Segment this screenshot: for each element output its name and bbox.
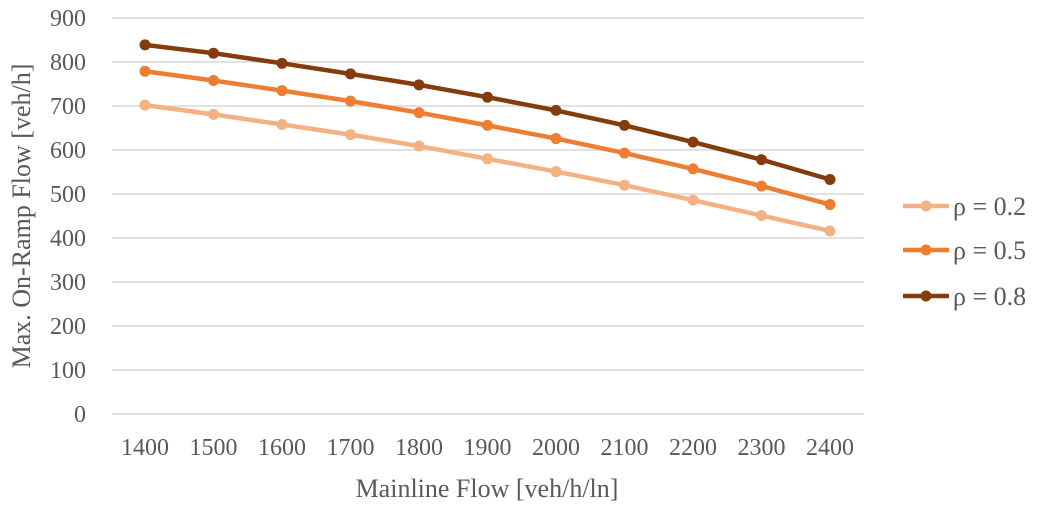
legend-item-3: ρ = 0.8 [903,282,1026,311]
legend-marker [920,244,932,256]
x-tick-label: 1900 [464,435,512,461]
data-point [413,79,425,91]
data-point [687,136,699,148]
data-point [208,47,219,59]
series-line [144,69,831,207]
data-point [550,104,562,116]
data-point [345,68,356,80]
data-point [345,129,356,141]
x-tick-label: 1600 [258,435,306,461]
data-point [482,91,493,103]
legend-marker [920,200,932,212]
data-point [208,74,219,86]
y-tick-label: 400 [50,226,86,252]
x-tick-label: 1500 [190,435,238,461]
data-point [276,85,288,97]
data-point [619,179,630,191]
y-tick-label: 700 [50,94,86,120]
data-point [687,194,699,206]
data-point [139,39,151,51]
data-point [482,119,493,131]
x-tick-label: 2200 [669,435,717,461]
y-tick-label: 500 [50,182,86,208]
y-tick-label: 300 [50,270,86,296]
data-point [550,166,562,178]
data-point [756,180,767,192]
series-lines [139,39,836,237]
x-axis-title: Mainline Flow [veh/h/ln] [356,474,619,503]
data-point [824,199,836,211]
series-1 [139,99,836,237]
data-point [824,225,836,237]
x-tick-label: 2400 [806,435,854,461]
y-tick-label: 600 [50,138,86,164]
y-axis-title: Max. On-Ramp Flow [veh/h] [7,64,36,369]
legend-label: ρ = 0.2 [953,192,1026,221]
data-point [756,154,767,166]
x-tick-label: 1800 [395,435,443,461]
gridlines [112,17,864,415]
y-axis-ticks: 0 100 200 300 400 500 600 700 800 900 [50,6,86,428]
data-point [824,173,836,185]
x-tick-label: 2300 [738,435,786,461]
data-point [139,65,151,77]
legend-item-1: ρ = 0.2 [903,192,1026,221]
y-tick-label: 100 [50,358,86,384]
data-point [139,99,151,111]
y-tick-label: 800 [50,50,86,76]
x-tick-label: 1700 [327,435,375,461]
legend-item-2: ρ = 0.5 [903,236,1026,265]
y-tick-label: 0 [74,402,86,428]
series-2 [139,65,836,211]
data-point [619,119,630,131]
data-point [687,163,699,175]
x-tick-label: 1400 [121,435,169,461]
x-tick-label: 2000 [532,435,580,461]
series-3 [139,39,836,185]
data-point [550,133,562,145]
data-point [482,153,493,165]
legend-label: ρ = 0.5 [953,236,1026,265]
data-point [276,118,288,130]
data-point [756,210,767,222]
legend-marker [920,290,932,302]
y-tick-label: 200 [50,314,86,340]
data-point [413,140,425,152]
legend: ρ = 0.2 ρ = 0.5 ρ = 0.8 [903,192,1026,311]
data-point [619,147,630,159]
x-axis-ticks: 1400 1500 1600 1700 1800 1900 2000 2100 2200 2300… [121,435,854,461]
y-tick-label: 900 [50,6,86,32]
legend-label: ρ = 0.8 [953,282,1026,311]
data-point [208,108,219,120]
x-tick-label: 2100 [601,435,649,461]
data-point [413,107,425,119]
data-point [345,95,356,107]
data-point [276,57,288,69]
